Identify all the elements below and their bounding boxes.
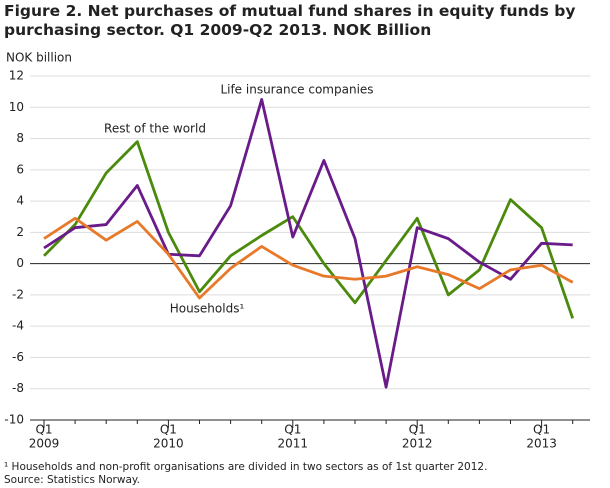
series-label: Households¹	[170, 302, 245, 316]
x-tick-label: 2011	[278, 437, 309, 451]
x-tick-label: Q1	[533, 423, 550, 437]
y-tick-label: -6	[12, 350, 24, 364]
chart-title: Figure 2. Net purchases of mutual fund s…	[4, 2, 576, 39]
x-tick-label: 2010	[153, 437, 184, 451]
footnote: ¹ Households and non-profit organisation…	[4, 461, 488, 473]
y-tick-label: 10	[9, 100, 24, 114]
source: Source: Statistics Norway.	[4, 474, 140, 486]
series-label: Rest of the world	[104, 122, 206, 136]
y-axis-label: NOK billion	[6, 51, 72, 65]
x-tick-label: Q1	[35, 423, 52, 437]
y-tick-label: 4	[16, 194, 24, 208]
y-tick-label: -2	[12, 287, 24, 301]
y-tick-label: 12	[9, 69, 24, 83]
y-tick-label: -8	[12, 381, 24, 395]
series-line	[43, 140, 575, 319]
series-line	[43, 98, 573, 389]
y-tick-label: 2	[16, 225, 24, 239]
y-tick-label: 0	[16, 256, 24, 270]
y-tick-label: -10	[4, 413, 24, 427]
x-tick-label: Q1	[409, 423, 426, 437]
series-line	[43, 216, 574, 300]
x-tick-label: 2012	[402, 437, 433, 451]
y-tick-label: 8	[16, 131, 24, 145]
x-tick-label: Q1	[284, 423, 301, 437]
y-tick-label: -4	[12, 319, 24, 333]
x-tick-label: Q1	[160, 423, 177, 437]
y-tick-label: 6	[16, 162, 24, 176]
x-tick-label: 2013	[526, 437, 557, 451]
series-label: Life insurance companies	[220, 83, 373, 97]
x-tick-label: 2009	[29, 437, 60, 451]
